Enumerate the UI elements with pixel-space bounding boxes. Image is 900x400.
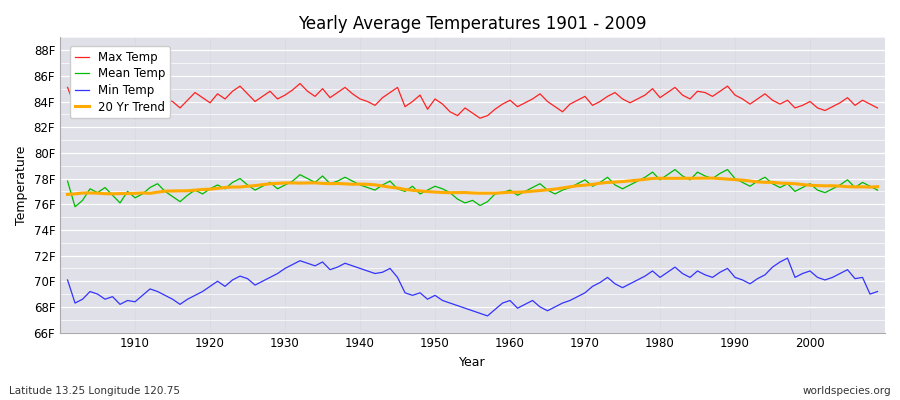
Max Temp xyxy=(609,90,620,95)
Line: Min Temp: Min Temp xyxy=(68,258,878,316)
20 Yr Trend xyxy=(62,192,73,197)
Min Temp xyxy=(782,256,793,260)
20 Yr Trend xyxy=(497,190,508,195)
Mean Temp xyxy=(294,172,305,177)
Mean Temp xyxy=(670,167,680,172)
Min Temp xyxy=(287,262,298,267)
Title: Yearly Average Temperatures 1901 - 2009: Yearly Average Temperatures 1901 - 2009 xyxy=(298,15,647,33)
20 Yr Trend xyxy=(872,184,883,189)
Y-axis label: Temperature: Temperature xyxy=(15,145,28,225)
Mean Temp xyxy=(602,175,613,180)
20 Yr Trend xyxy=(707,176,718,180)
Min Temp xyxy=(512,306,523,310)
Line: Mean Temp: Mean Temp xyxy=(68,170,878,207)
Min Temp xyxy=(332,265,343,270)
Max Temp xyxy=(130,98,140,103)
Min Temp xyxy=(482,314,493,318)
Legend: Max Temp, Mean Temp, Min Temp, 20 Yr Trend: Max Temp, Mean Temp, Min Temp, 20 Yr Tre… xyxy=(70,46,170,118)
20 Yr Trend xyxy=(595,181,606,186)
20 Yr Trend xyxy=(332,181,343,186)
Max Temp xyxy=(339,85,350,90)
Line: Max Temp: Max Temp xyxy=(68,81,878,118)
Max Temp xyxy=(62,85,73,90)
20 Yr Trend xyxy=(505,190,516,195)
Max Temp xyxy=(122,78,133,83)
Max Temp xyxy=(872,106,883,110)
Max Temp xyxy=(294,81,305,86)
Mean Temp xyxy=(339,175,350,180)
Max Temp xyxy=(512,104,523,109)
Min Temp xyxy=(62,278,73,282)
Mean Temp xyxy=(62,179,73,184)
Min Temp xyxy=(872,289,883,294)
Mean Temp xyxy=(130,195,140,200)
Max Temp xyxy=(519,100,530,105)
Text: Latitude 13.25 Longitude 120.75: Latitude 13.25 Longitude 120.75 xyxy=(9,386,180,396)
Mean Temp xyxy=(69,204,80,209)
Mean Temp xyxy=(872,188,883,192)
20 Yr Trend xyxy=(287,180,298,185)
Min Temp xyxy=(505,298,516,303)
Mean Temp xyxy=(512,193,523,198)
Min Temp xyxy=(122,298,133,303)
Mean Temp xyxy=(505,188,516,192)
Max Temp xyxy=(474,116,485,121)
20 Yr Trend xyxy=(122,191,133,196)
Line: 20 Yr Trend: 20 Yr Trend xyxy=(68,178,878,194)
X-axis label: Year: Year xyxy=(459,356,486,369)
Text: worldspecies.org: worldspecies.org xyxy=(803,386,891,396)
Min Temp xyxy=(602,275,613,280)
